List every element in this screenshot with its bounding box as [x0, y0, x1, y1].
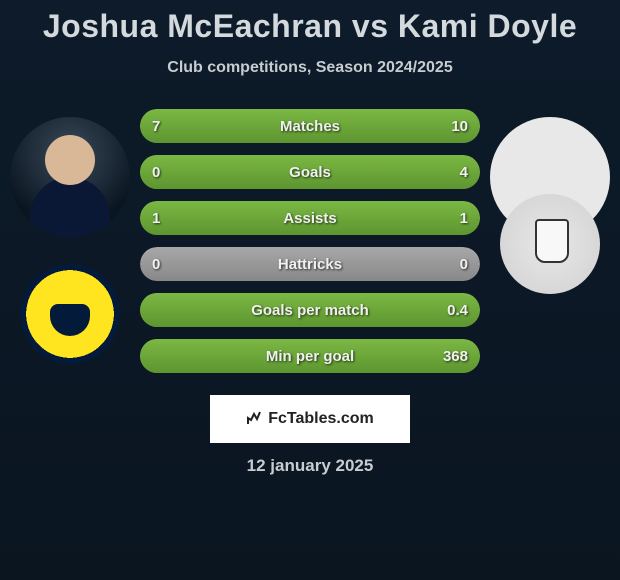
stat-row: 7Matches10	[140, 109, 480, 143]
brand-icon	[246, 410, 262, 429]
stat-row: 0Hattricks0	[140, 247, 480, 281]
stat-label: Assists	[140, 201, 480, 235]
stat-value-right: 0.4	[447, 293, 468, 327]
subtitle: Club competitions, Season 2024/2025	[0, 59, 620, 77]
club-left-badge	[20, 264, 120, 364]
stat-value-right: 368	[443, 339, 468, 373]
stat-label: Hattricks	[140, 247, 480, 281]
stat-bars: 7Matches100Goals41Assists10Hattricks0Goa…	[140, 109, 480, 385]
stat-label: Min per goal	[140, 339, 480, 373]
brand-watermark: FcTables.com	[210, 395, 410, 443]
stat-row: Goals per match0.4	[140, 293, 480, 327]
stat-value-right: 4	[460, 155, 468, 189]
brand-label: FcTables.com	[268, 410, 374, 428]
stat-label: Matches	[140, 109, 480, 143]
stat-label: Goals	[140, 155, 480, 189]
stat-label: Goals per match	[140, 293, 480, 327]
player-left-avatar	[10, 117, 130, 237]
stat-value-right: 10	[451, 109, 468, 143]
comparison-card: Joshua McEachran vs Kami Doyle Club comp…	[0, 0, 620, 580]
stat-value-right: 1	[460, 201, 468, 235]
stat-row: Min per goal368	[140, 339, 480, 373]
page-title: Joshua McEachran vs Kami Doyle	[0, 0, 620, 45]
stat-value-right: 0	[460, 247, 468, 281]
date-label: 12 january 2025	[0, 456, 620, 476]
stat-row: 0Goals4	[140, 155, 480, 189]
stat-row: 1Assists1	[140, 201, 480, 235]
club-right-badge	[500, 194, 600, 294]
